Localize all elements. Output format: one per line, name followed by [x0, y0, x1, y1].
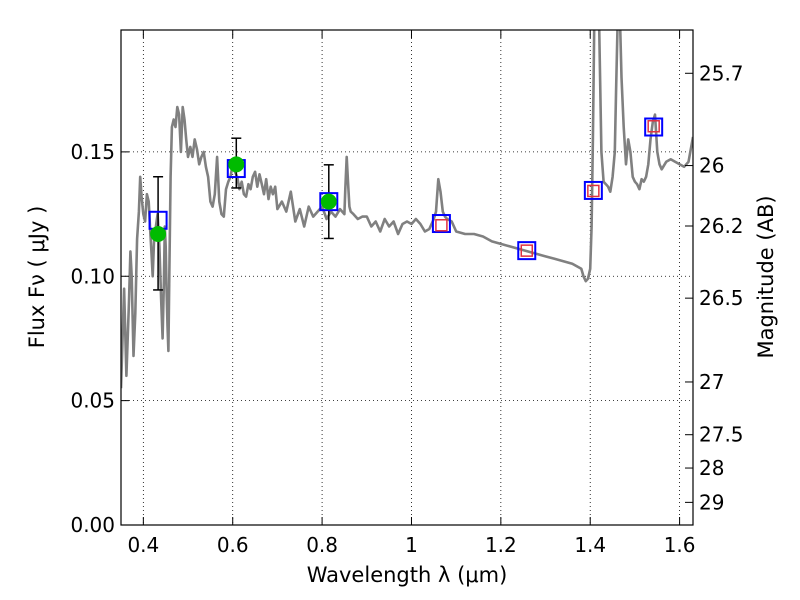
sed-line [121, 30, 693, 389]
y-axis-label-left: Flux Fν ( μJy ) [25, 206, 49, 349]
mag-tick-label: 27 [699, 370, 724, 394]
mag-tick-label: 29 [699, 490, 724, 514]
x-tick-label: 0.8 [306, 533, 338, 557]
green-circle-marker [150, 225, 167, 242]
marker-layer [148, 117, 664, 291]
mag-tick-label: 27.5 [699, 423, 744, 447]
x-tick-label: 1 [405, 533, 418, 557]
red-square-marker [435, 219, 448, 232]
plot-background [121, 30, 693, 525]
x-tick-label: 1.2 [485, 533, 517, 557]
red-square-marker [587, 184, 600, 198]
x-axis-label: Wavelength λ (μm) [307, 563, 508, 587]
blue-square-marker [431, 214, 451, 234]
plot-frame [120, 29, 694, 526]
y-tick-label: 0.00 [70, 513, 115, 537]
data-layer [121, 30, 693, 389]
y-tick-label: 0.15 [70, 140, 115, 164]
y-axis-label-right: Magnitude (AB) [754, 195, 778, 358]
mag-tick-label: 28 [699, 456, 724, 480]
mag-tick-label: 25.7 [699, 61, 744, 85]
x-tick-label: 1.4 [574, 533, 606, 557]
red-square-marker [647, 120, 660, 133]
green-circle-marker [320, 193, 337, 210]
mag-tick-label: 26.2 [699, 214, 744, 238]
blue-square-marker [644, 117, 664, 137]
x-tick-label: 0.4 [127, 533, 159, 557]
mag-tick-label: 26 [699, 154, 724, 178]
x-tick-label: 1.6 [664, 533, 696, 557]
x-tick-label: 0.6 [217, 533, 249, 557]
mag-tick-label: 26.5 [699, 286, 744, 310]
y-tick-label: 0.05 [70, 389, 115, 413]
ticks: 0.4 0.6 0.8 1 1.2 1.4 1.6 0.00 0.05 0.10 0.15 25.7 2… [70, 30, 744, 557]
green-circle-marker [228, 156, 245, 173]
blue-square-marker [319, 192, 339, 212]
red-square-marker [520, 244, 534, 257]
blue-square-marker [517, 241, 537, 261]
blue-square-marker [583, 180, 603, 200]
y-tick-label: 0.10 [70, 264, 115, 288]
